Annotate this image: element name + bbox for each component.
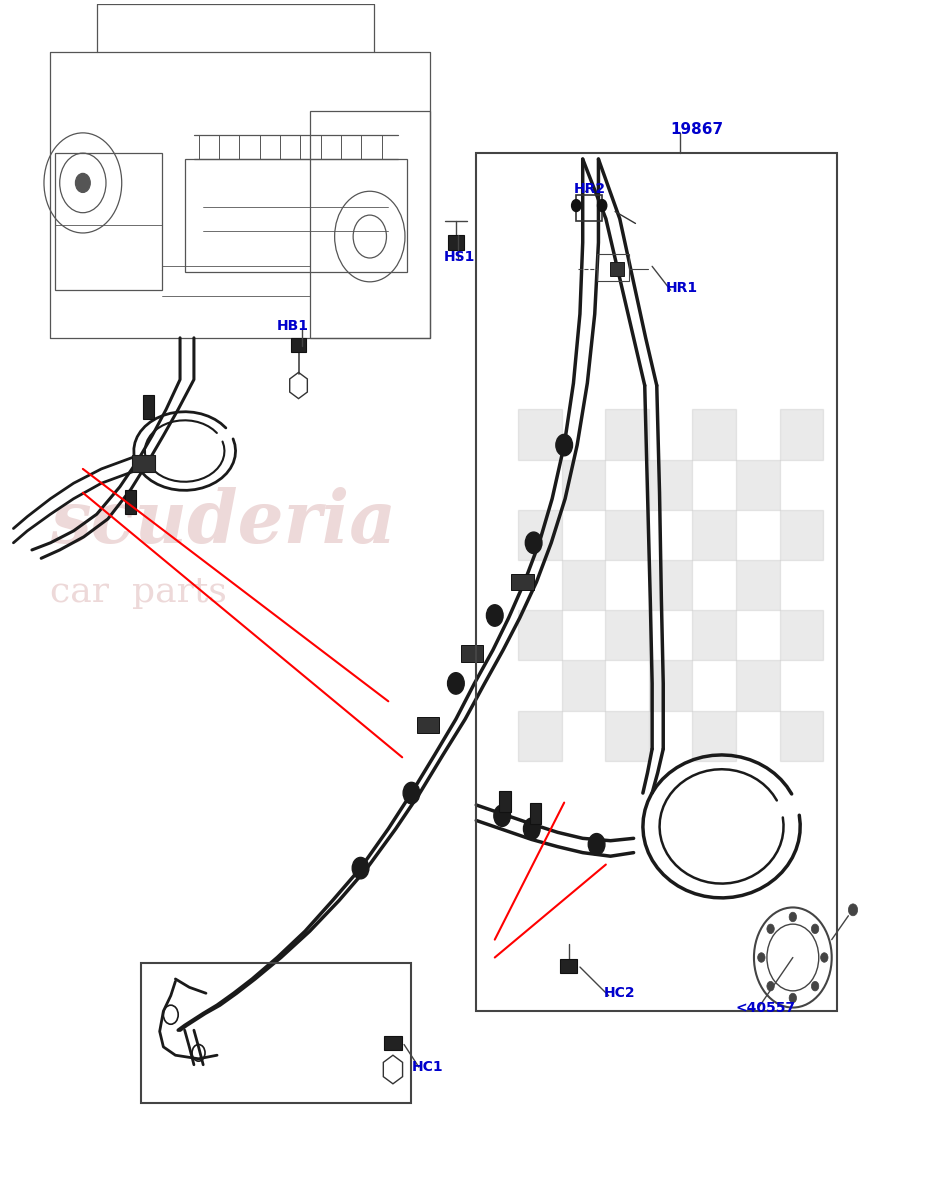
Circle shape	[812, 924, 819, 934]
Bar	[560, 959, 577, 973]
Bar	[512, 574, 533, 590]
Bar	[692, 611, 736, 660]
Text: HS1: HS1	[444, 250, 475, 264]
Bar	[692, 409, 736, 460]
Bar	[561, 660, 605, 710]
Bar	[692, 510, 736, 560]
Text: <40557: <40557	[735, 1001, 796, 1014]
Circle shape	[403, 782, 419, 804]
Circle shape	[447, 673, 464, 694]
Circle shape	[767, 924, 774, 934]
Circle shape	[588, 834, 605, 856]
Bar	[561, 460, 605, 510]
Bar	[143, 395, 154, 419]
Circle shape	[757, 953, 765, 962]
Circle shape	[767, 982, 774, 991]
Circle shape	[789, 994, 797, 1003]
Bar	[55, 154, 162, 290]
Bar	[124, 491, 135, 515]
Bar	[561, 560, 605, 611]
Bar	[310, 112, 430, 338]
Text: HB1: HB1	[277, 319, 309, 332]
Bar	[518, 710, 561, 761]
Circle shape	[523, 818, 540, 840]
Bar	[649, 560, 692, 611]
Bar	[460, 646, 483, 662]
Bar	[500, 791, 511, 812]
Bar	[291, 338, 306, 352]
Circle shape	[494, 805, 511, 827]
Bar	[605, 611, 649, 660]
Bar	[530, 803, 541, 824]
Text: 19867: 19867	[671, 121, 724, 137]
Bar	[736, 560, 780, 611]
Circle shape	[812, 982, 819, 991]
Bar	[185, 160, 407, 272]
Bar	[476, 154, 837, 1012]
Circle shape	[572, 199, 581, 211]
Circle shape	[789, 912, 797, 922]
Bar	[736, 460, 780, 510]
Circle shape	[525, 532, 542, 553]
Circle shape	[352, 857, 369, 878]
Bar	[518, 409, 561, 460]
Circle shape	[556, 434, 573, 456]
Bar	[447, 235, 464, 250]
Bar	[417, 716, 439, 733]
Bar	[611, 262, 624, 276]
Bar	[780, 611, 824, 660]
Circle shape	[848, 904, 857, 916]
Bar	[736, 660, 780, 710]
Text: HR1: HR1	[666, 281, 698, 295]
Bar	[605, 510, 649, 560]
Bar	[141, 964, 412, 1103]
Text: car  parts: car parts	[50, 575, 227, 610]
Bar	[649, 460, 692, 510]
Circle shape	[821, 953, 828, 962]
Bar	[597, 254, 629, 281]
Bar	[780, 510, 824, 560]
Text: HR2: HR2	[573, 182, 605, 196]
Bar	[132, 455, 155, 473]
Bar	[518, 611, 561, 660]
Circle shape	[487, 605, 503, 626]
Bar	[384, 1036, 403, 1050]
Bar	[518, 510, 561, 560]
Circle shape	[76, 173, 91, 192]
Bar	[780, 710, 824, 761]
Text: HC1: HC1	[412, 1060, 443, 1074]
Text: scuderia: scuderia	[50, 487, 397, 558]
Bar	[780, 409, 824, 460]
Bar	[692, 710, 736, 761]
Bar	[649, 660, 692, 710]
Bar	[605, 710, 649, 761]
Text: HC2: HC2	[604, 986, 636, 1001]
Bar	[576, 194, 602, 221]
Bar	[605, 409, 649, 460]
Circle shape	[598, 199, 607, 211]
